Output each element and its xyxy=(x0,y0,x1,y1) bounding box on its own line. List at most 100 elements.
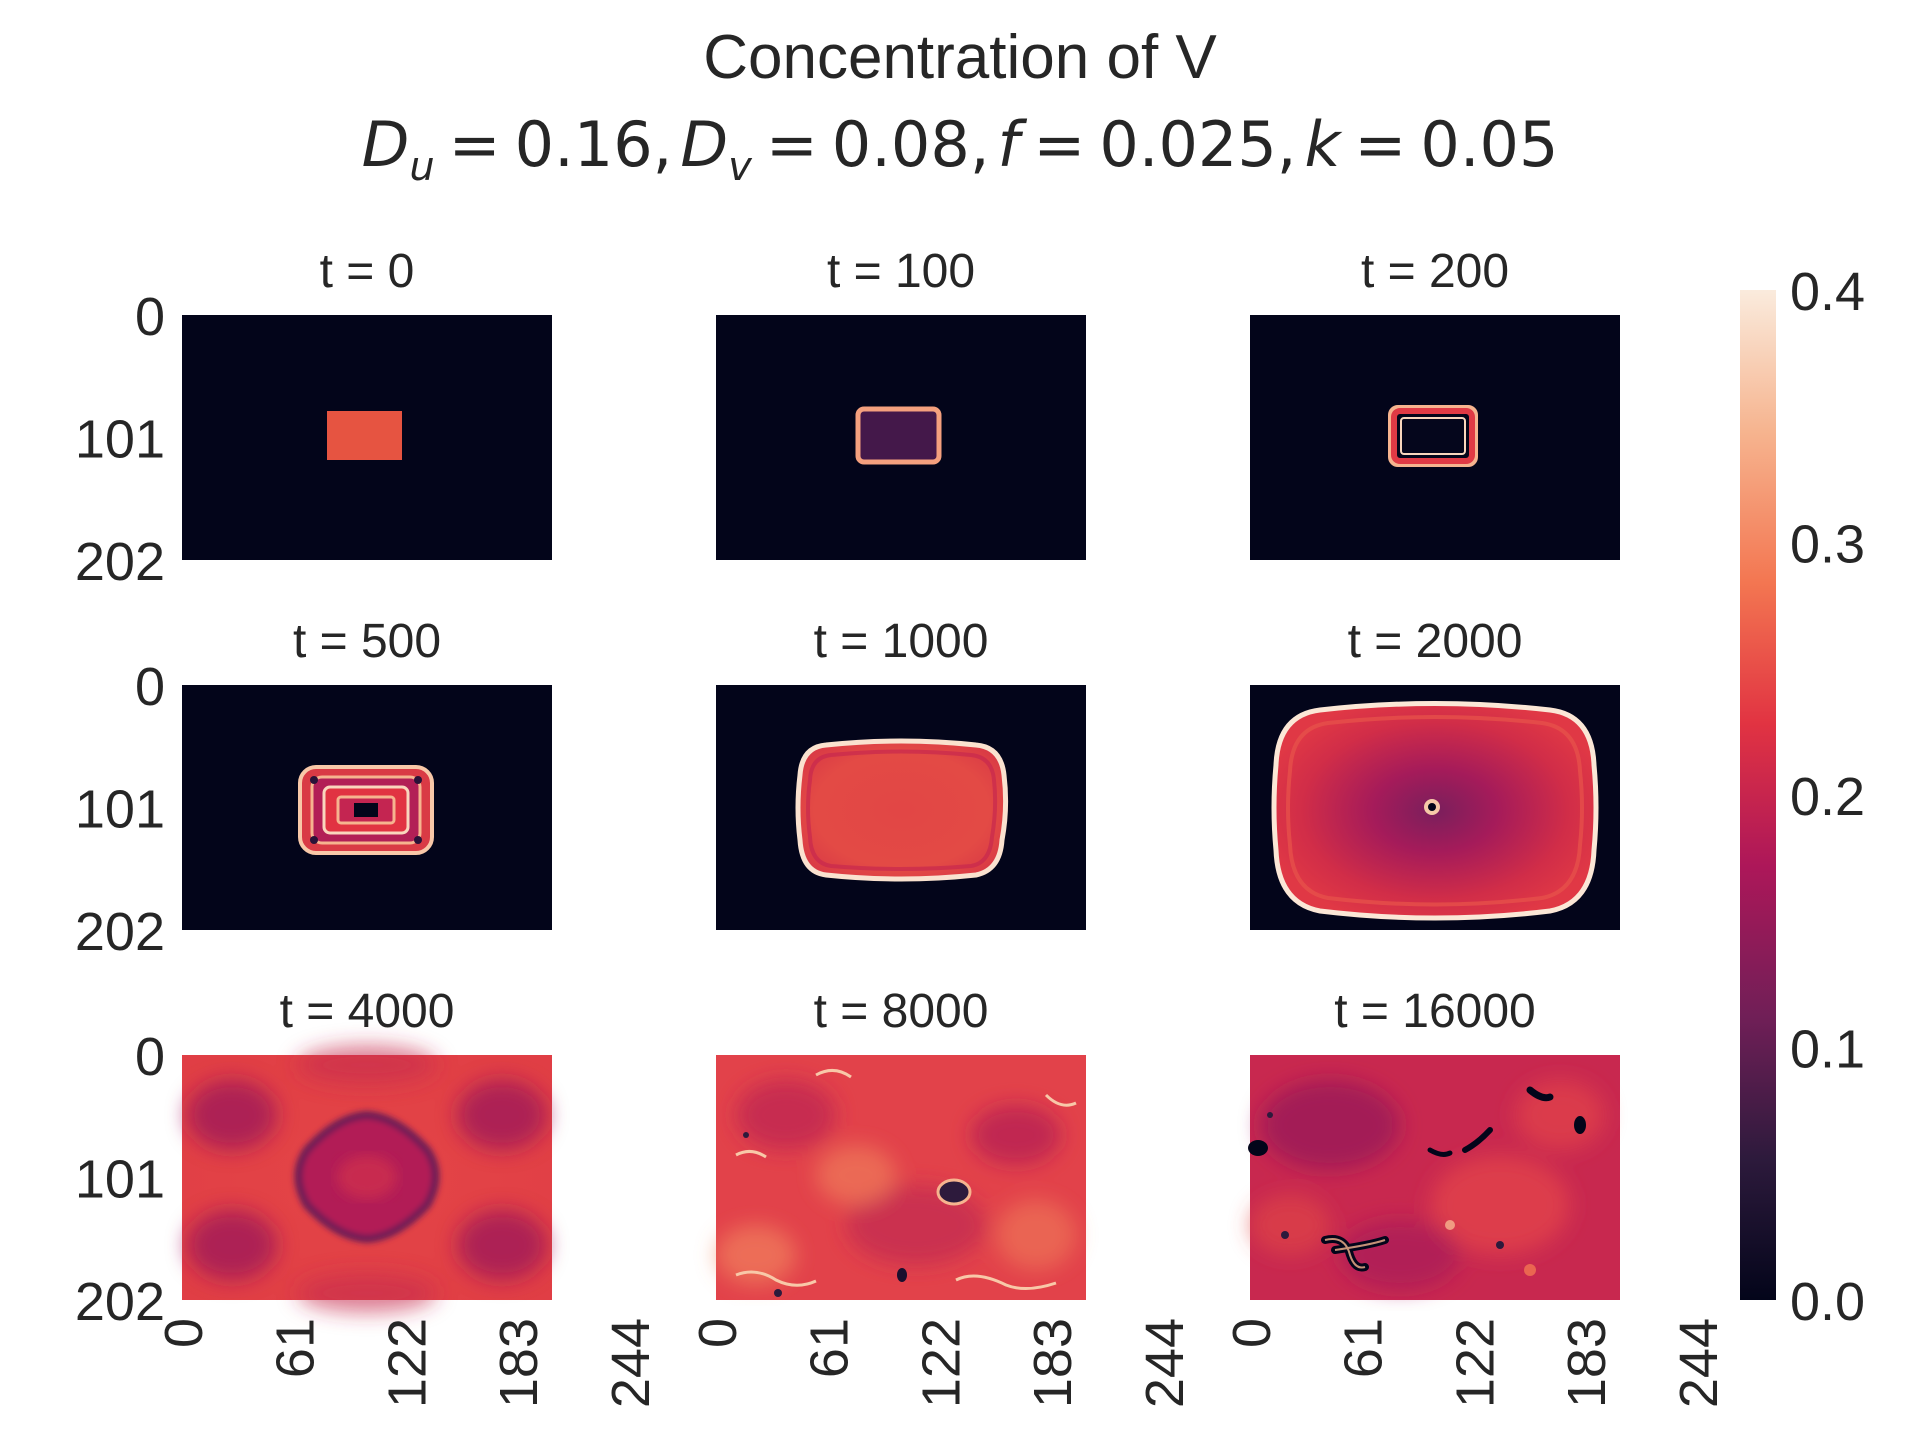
pattern-core xyxy=(354,803,378,817)
light-dot xyxy=(1524,1264,1536,1276)
patch xyxy=(996,1200,1076,1270)
x-tick-label: 61 xyxy=(800,1318,860,1378)
du-sub: u xyxy=(409,144,434,190)
center-spot-core xyxy=(1428,803,1436,811)
patch xyxy=(736,1080,836,1150)
x-tick-label: 244 xyxy=(1135,1318,1195,1408)
dv-symbol: D xyxy=(680,108,728,181)
patch xyxy=(971,1105,1061,1165)
panel-title: t = 2000 xyxy=(1348,615,1523,668)
panel-t4000: t = 4000 xyxy=(182,985,552,1313)
colorbar-tick-label: 0.0 xyxy=(1790,1272,1865,1332)
x-tick-label: 0 xyxy=(154,1318,214,1348)
band xyxy=(457,1080,547,1150)
dark-dot xyxy=(1267,1112,1273,1118)
filament xyxy=(955,1274,1057,1290)
y-tick-label: 0 xyxy=(135,657,165,717)
filament xyxy=(735,1270,817,1287)
colorbar-tick-labels: 0.0 0.1 0.2 0.3 0.4 xyxy=(1790,262,1865,1332)
panel-t500: t = 500 xyxy=(182,615,552,930)
x-tick-label: 183 xyxy=(1557,1318,1617,1408)
dark-spot xyxy=(1574,1116,1586,1134)
y-tick-label: 101 xyxy=(75,1150,165,1210)
dv-value: 0.08, xyxy=(832,108,990,181)
panel-title: t = 16000 xyxy=(1334,985,1536,1038)
panel-t8000: t = 8000 xyxy=(716,985,1086,1300)
eq-2: = xyxy=(766,108,818,181)
spot xyxy=(310,776,318,784)
y-tick-label: 101 xyxy=(75,780,165,840)
dark-spot xyxy=(936,1178,972,1206)
x-tick-label: 61 xyxy=(1334,1318,1394,1378)
x-tick-label: 0 xyxy=(688,1318,748,1348)
panel-title: t = 4000 xyxy=(280,985,455,1038)
y-tick-label: 202 xyxy=(75,532,165,592)
filament xyxy=(815,1069,852,1079)
pattern-ring-inner xyxy=(1400,417,1466,455)
dark-spot xyxy=(1248,1140,1268,1156)
colorbar-tick-label: 0.3 xyxy=(1790,515,1865,575)
dark-dot xyxy=(774,1289,782,1297)
f-value: 0.025, xyxy=(1099,108,1296,181)
dark-filament-halo xyxy=(1324,1238,1386,1269)
band xyxy=(297,1273,437,1313)
dark-dot xyxy=(1281,1231,1289,1239)
pattern-ring-band xyxy=(1391,408,1475,464)
k-symbol: k xyxy=(1305,108,1343,181)
spot xyxy=(414,776,422,784)
band xyxy=(297,1045,437,1085)
patch xyxy=(1430,1155,1570,1255)
center xyxy=(337,1155,397,1199)
panel-t100: t = 100 xyxy=(716,245,1086,560)
x-tick-label: 183 xyxy=(489,1318,549,1408)
x-tick-label: 122 xyxy=(377,1318,437,1408)
panel-title: t = 0 xyxy=(320,245,415,298)
y-tick-label: 202 xyxy=(75,1272,165,1332)
panel-title: t = 500 xyxy=(293,615,441,668)
x-tick-label: 244 xyxy=(1669,1318,1729,1408)
eq-3: = xyxy=(1033,108,1085,181)
patch xyxy=(1250,1195,1330,1255)
eq-1: = xyxy=(449,108,501,181)
colorbar-gradient xyxy=(1740,290,1776,1300)
panel-title: t = 200 xyxy=(1361,245,1509,298)
spot xyxy=(414,836,422,844)
x-tick-label: 61 xyxy=(266,1318,326,1378)
pattern-blob-inner xyxy=(806,749,998,871)
panel-t0: t = 0 xyxy=(182,245,552,560)
panel-title: t = 100 xyxy=(827,245,975,298)
panel-t1000: t = 1000 xyxy=(716,615,1086,930)
patch xyxy=(816,1145,896,1205)
y-tick-label: 0 xyxy=(135,1027,165,1087)
dark-spot xyxy=(897,1268,907,1282)
chart-title: Concentration of V xyxy=(703,23,1217,92)
y-tick-label: 101 xyxy=(75,410,165,470)
filament xyxy=(735,1150,767,1159)
dv-sub: v xyxy=(728,144,753,190)
dark-filament xyxy=(1427,1147,1453,1157)
k-value: 0.05 xyxy=(1420,108,1558,181)
x-tick-label: 122 xyxy=(1445,1318,1505,1408)
chart-subtitle: Du = 0.16, Dv = 0.08, f = 0.025, k = 0.05 xyxy=(362,108,1559,190)
y-tick-label: 0 xyxy=(135,287,165,347)
dark-filament xyxy=(1462,1127,1493,1153)
patch xyxy=(1260,1080,1400,1170)
x-tick-labels: 0 61 122 183 244 0 61 122 183 244 0 61 122 183 244 xyxy=(154,1318,1729,1408)
colorbar-tick-label: 0.4 xyxy=(1790,262,1865,322)
colorbar-tick-label: 0.2 xyxy=(1790,767,1865,827)
x-tick-label: 0 xyxy=(1222,1318,1282,1348)
colorbar: 0.0 0.1 0.2 0.3 0.4 xyxy=(1740,262,1865,1332)
y-tick-label: 202 xyxy=(75,902,165,962)
x-tick-label: 183 xyxy=(1023,1318,1083,1408)
eq-4: = xyxy=(1354,108,1406,181)
spot xyxy=(310,836,318,844)
seed-square xyxy=(327,411,402,460)
panel-title: t = 1000 xyxy=(814,615,989,668)
patch xyxy=(1340,1220,1460,1290)
du-value: 0.16, xyxy=(515,108,673,181)
panel-t2000: t = 2000 xyxy=(1250,615,1620,930)
colorbar-tick-label: 0.1 xyxy=(1790,1020,1865,1080)
pattern-ring-outer xyxy=(1388,405,1478,467)
f-symbol: f xyxy=(998,108,1028,181)
